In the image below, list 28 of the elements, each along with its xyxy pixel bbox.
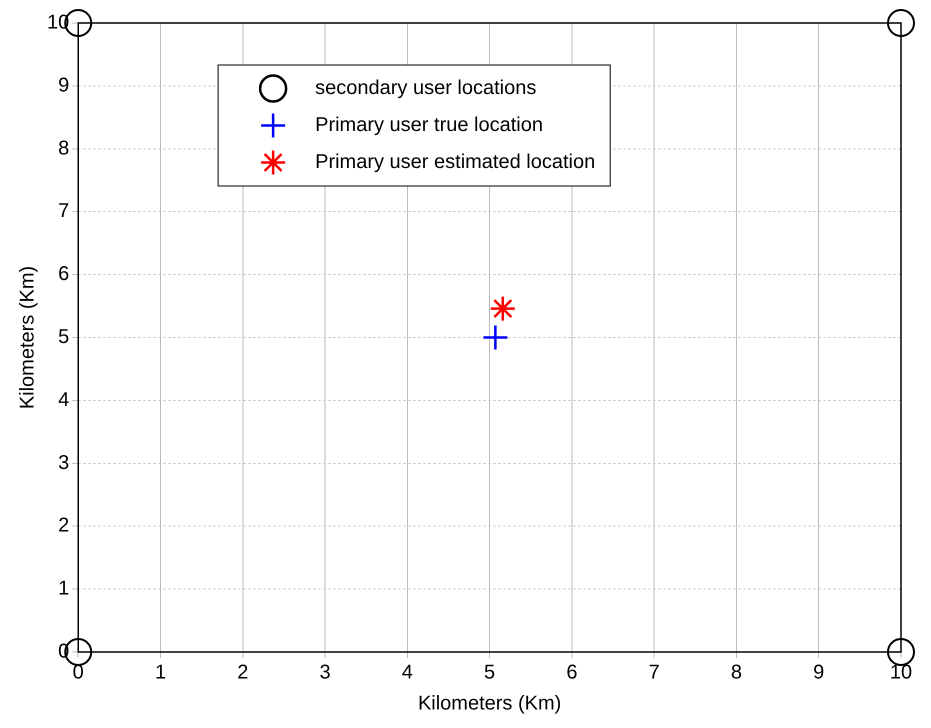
y-tick-label: 2: [58, 514, 70, 537]
point: [483, 326, 508, 350]
legend-label: Primary user true location: [315, 114, 543, 136]
y-tick-label: 4: [58, 388, 70, 411]
x-axis-title: Kilometers (Km): [418, 692, 562, 715]
point: [490, 296, 515, 321]
y-tick-label: 1: [58, 578, 70, 600]
y-tick-label: 9: [58, 74, 70, 96]
x-tick-label: 1: [154, 662, 166, 684]
y-tick-label: 3: [58, 452, 70, 474]
point: [887, 638, 915, 666]
x-tick-label: 2: [237, 662, 248, 684]
legend-label: secondary user locations: [315, 77, 536, 100]
x-tick-label: 10: [890, 662, 912, 684]
y-tick-label: 8: [58, 137, 70, 160]
x-tick-label: 7: [648, 662, 660, 684]
x-tick-label: 5: [484, 662, 496, 684]
y-tick-label: 7: [58, 200, 70, 222]
x-tick-label: 3: [320, 662, 331, 684]
point: [887, 9, 915, 37]
y-tick-label: 6: [58, 263, 70, 286]
x-tick-label: 8: [730, 662, 742, 684]
x-tick-label: 4: [402, 662, 413, 684]
y-axis-title: Kilometers (Km): [16, 266, 39, 410]
legend-label: Primary user estimated location: [315, 151, 596, 174]
y-tick-label: 5: [58, 326, 70, 348]
x-tick-label: 9: [813, 662, 824, 684]
x-tick-label: 6: [566, 662, 578, 684]
